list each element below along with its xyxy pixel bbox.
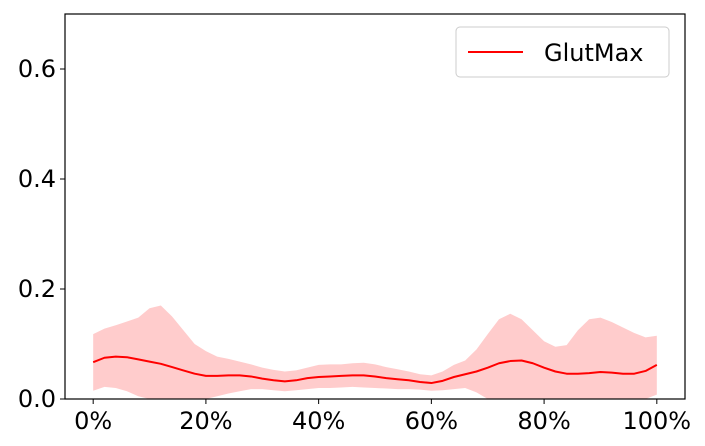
x-axis: 0% 20% 40% 60% 80% 100%: [74, 399, 691, 435]
x-tick-label: 100%: [623, 407, 692, 435]
legend: GlutMax: [455, 26, 670, 78]
legend-box: [455, 26, 670, 78]
y-tick-label: 0.6: [18, 55, 56, 83]
x-tick-label: 80%: [517, 407, 570, 435]
series-line-layer: [92, 355, 658, 385]
x-tick-label: 40%: [292, 407, 345, 435]
plot-area-frame: [64, 13, 686, 400]
x-tick-label: 0%: [74, 407, 112, 435]
legend-label: GlutMax: [544, 39, 644, 67]
x-tick-label: 60%: [405, 407, 458, 435]
y-tick-label: 0.2: [18, 275, 56, 303]
series-line-0: [92, 355, 658, 385]
x-tick-label: 20%: [179, 407, 232, 435]
y-tick-label: 0.4: [18, 165, 56, 193]
y-axis: 0.0 0.2 0.4 0.6: [18, 55, 65, 413]
y-tick-label: 0.0: [18, 385, 56, 413]
